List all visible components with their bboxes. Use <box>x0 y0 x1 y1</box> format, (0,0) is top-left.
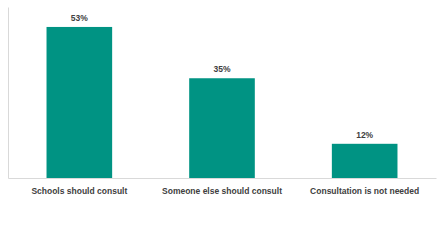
data-labels: 53% 35% 12% <box>71 13 374 140</box>
data-label: 35% <box>213 64 230 74</box>
x-tick-label: Someone else should consult <box>162 186 282 196</box>
data-label: 53% <box>71 13 88 23</box>
bar <box>47 27 113 178</box>
bar <box>332 144 398 178</box>
plot-area: Schools should consult Someone else shoul… <box>9 8 437 197</box>
y-axis <box>8 8 9 179</box>
x-tick-label: Consultation is not needed <box>310 186 419 196</box>
x-axis-line <box>9 178 437 179</box>
bar <box>189 78 255 178</box>
x-tick: Consultation is not needed <box>310 178 419 196</box>
data-label: 12% <box>356 130 373 140</box>
x-tick: Someone else should consult <box>162 178 282 196</box>
x-tick: Schools should consult <box>31 178 127 196</box>
x-axis: Schools should consult Someone else shoul… <box>9 178 437 196</box>
chart: Schools should consult Someone else shoul… <box>0 0 444 225</box>
bars <box>47 27 398 178</box>
y-axis-line <box>8 8 9 179</box>
x-tick-label: Schools should consult <box>31 186 127 196</box>
